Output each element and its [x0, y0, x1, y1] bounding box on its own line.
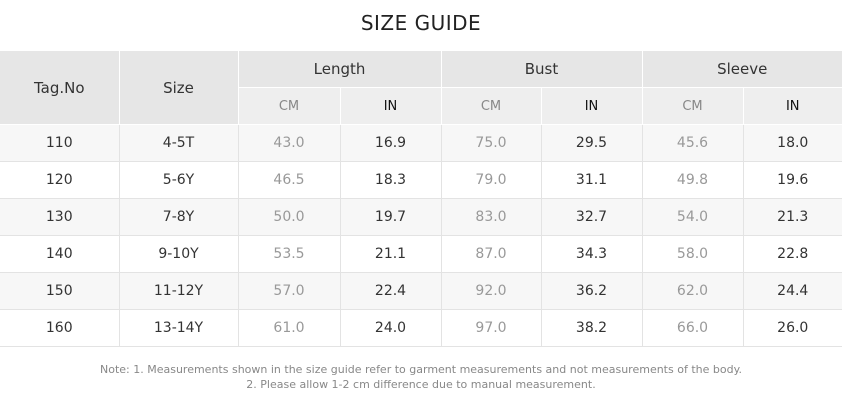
- cell-bust-in: 34.3: [540, 235, 643, 273]
- cell-length-in: 19.7: [339, 198, 442, 236]
- cell-sleeve-in: 24.4: [742, 272, 842, 310]
- cell-length-in: 18.3: [339, 161, 442, 199]
- cell-tag-no: 110: [0, 124, 120, 162]
- header-size: Size: [118, 50, 239, 125]
- cell-sleeve-in: 22.8: [742, 235, 842, 273]
- table-row: 130 7-8Y 50.0 19.7 83.0 32.7 54.0 21.3: [0, 198, 842, 236]
- cell-length-cm: 61.0: [237, 309, 341, 347]
- cell-bust-cm: 83.0: [440, 198, 542, 236]
- cell-sleeve-in: 21.3: [742, 198, 842, 236]
- cell-size: 7-8Y: [118, 198, 239, 236]
- cell-length-cm: 43.0: [237, 124, 341, 162]
- cell-length-cm: 53.5: [237, 235, 341, 273]
- header-bust: Bust: [440, 50, 643, 88]
- cell-tag-no: 130: [0, 198, 120, 236]
- cell-bust-cm: 87.0: [440, 235, 542, 273]
- cell-bust-in: 38.2: [540, 309, 643, 347]
- cell-tag-no: 160: [0, 309, 120, 347]
- cell-length-in: 24.0: [339, 309, 442, 347]
- cell-length-in: 16.9: [339, 124, 442, 162]
- header-tag-no: Tag.No: [0, 50, 120, 125]
- note: Note: 1. Measurements shown in the size …: [0, 362, 842, 392]
- table-row: 160 13-14Y 61.0 24.0 97.0 38.2 66.0 26.0: [0, 309, 842, 347]
- header-length-in: IN: [339, 87, 442, 125]
- note-line-1: Note: 1. Measurements shown in the size …: [99, 363, 743, 376]
- cell-bust-cm: 92.0: [440, 272, 542, 310]
- page-title: SIZE GUIDE: [360, 11, 482, 35]
- header-length-cm: CM: [238, 87, 341, 125]
- cell-bust-in: 29.5: [540, 124, 643, 162]
- cell-size: 13-14Y: [118, 309, 239, 347]
- cell-sleeve-cm: 62.0: [641, 272, 744, 310]
- cell-bust-in: 36.2: [540, 272, 643, 310]
- header-sleeve-in: IN: [742, 87, 842, 125]
- cell-sleeve-cm: 45.6: [641, 124, 744, 162]
- table-row: 110 4-5T 43.0 16.9 75.0 29.5 45.6 18.0: [0, 124, 842, 162]
- cell-length-cm: 50.0: [237, 198, 341, 236]
- cell-bust-cm: 75.0: [440, 124, 542, 162]
- header-sleeve: Sleeve: [641, 50, 842, 88]
- cell-size: 11-12Y: [118, 272, 239, 310]
- cell-bust-in: 32.7: [540, 198, 643, 236]
- cell-tag-no: 150: [0, 272, 120, 310]
- cell-sleeve-cm: 58.0: [641, 235, 744, 273]
- cell-sleeve-cm: 49.8: [641, 161, 744, 199]
- note-line-2: 2. Please allow 1-2 cm difference due to…: [246, 378, 596, 391]
- cell-length-in: 21.1: [339, 235, 442, 273]
- cell-size: 5-6Y: [118, 161, 239, 199]
- cell-sleeve-cm: 66.0: [641, 309, 744, 347]
- table-row: 140 9-10Y 53.5 21.1 87.0 34.3 58.0 22.8: [0, 235, 842, 273]
- table-row: 150 11-12Y 57.0 22.4 92.0 36.2 62.0 24.4: [0, 272, 842, 310]
- cell-sleeve-in: 19.6: [742, 161, 842, 199]
- header-sleeve-cm: CM: [641, 87, 744, 125]
- cell-sleeve-cm: 54.0: [641, 198, 744, 236]
- cell-tag-no: 120: [0, 161, 120, 199]
- cell-bust-cm: 79.0: [440, 161, 542, 199]
- cell-bust-in: 31.1: [540, 161, 643, 199]
- cell-bust-cm: 97.0: [440, 309, 542, 347]
- cell-length-cm: 57.0: [237, 272, 341, 310]
- cell-sleeve-in: 26.0: [742, 309, 842, 347]
- table-body: 110 4-5T 43.0 16.9 75.0 29.5 45.6 18.0 120 5-6Y 46…: [0, 124, 842, 347]
- cell-length-in: 22.4: [339, 272, 442, 310]
- header-bust-cm: CM: [440, 87, 542, 125]
- table-row: 120 5-6Y 46.5 18.3 79.0 31.1 49.8 19.6: [0, 161, 842, 199]
- cell-tag-no: 140: [0, 235, 120, 273]
- cell-size: 4-5T: [118, 124, 239, 162]
- cell-sleeve-in: 18.0: [742, 124, 842, 162]
- cell-size: 9-10Y: [118, 235, 239, 273]
- header-bust-in: IN: [540, 87, 643, 125]
- size-table: Tag.No Size Length Bust Sleeve CM IN CM …: [0, 50, 842, 347]
- header-length: Length: [237, 50, 442, 88]
- cell-length-cm: 46.5: [237, 161, 341, 199]
